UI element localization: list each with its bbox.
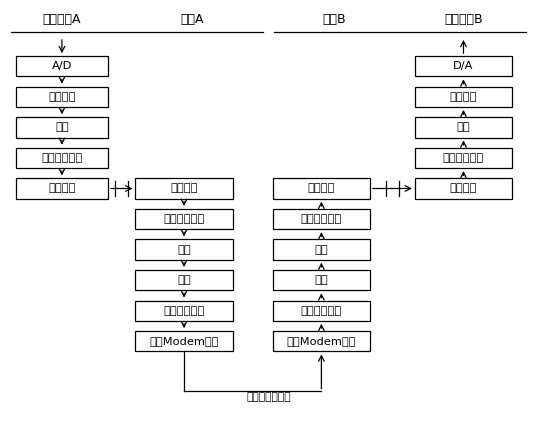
Text: 加密终端B: 加密终端B bbox=[444, 13, 483, 26]
Text: 基站A: 基站A bbox=[180, 13, 204, 26]
Bar bbox=[16, 148, 108, 168]
Bar bbox=[135, 331, 233, 352]
Text: 无线信道编码: 无线信道编码 bbox=[301, 214, 342, 224]
Text: 解密: 解密 bbox=[315, 275, 328, 285]
Text: 加密: 加密 bbox=[55, 123, 69, 132]
Text: 解密: 解密 bbox=[177, 245, 191, 255]
Text: 加密: 加密 bbox=[177, 275, 191, 285]
Text: 语音编码: 语音编码 bbox=[48, 92, 76, 102]
Bar bbox=[415, 178, 512, 199]
Bar bbox=[415, 87, 512, 107]
Bar bbox=[273, 178, 370, 199]
Text: 数字解调: 数字解调 bbox=[170, 184, 198, 194]
Text: 数字调制: 数字调制 bbox=[308, 184, 335, 194]
Text: A/D: A/D bbox=[52, 61, 72, 71]
Text: 加密: 加密 bbox=[315, 245, 328, 255]
Text: D/A: D/A bbox=[453, 61, 474, 71]
Text: 有线信道解码: 有线信道解码 bbox=[301, 306, 342, 316]
Bar bbox=[273, 331, 370, 352]
Text: 解密: 解密 bbox=[456, 123, 470, 132]
Bar bbox=[135, 301, 233, 321]
Bar bbox=[415, 56, 512, 77]
Bar bbox=[415, 148, 512, 168]
Text: 数字调制: 数字调制 bbox=[48, 184, 76, 194]
Text: 有线Modem调制: 有线Modem调制 bbox=[149, 336, 219, 346]
Text: 基站B: 基站B bbox=[323, 13, 346, 26]
Bar bbox=[273, 270, 370, 291]
Bar bbox=[135, 239, 233, 260]
Text: 电缆或光纤链路: 电缆或光纤链路 bbox=[246, 392, 291, 402]
Bar bbox=[16, 56, 108, 77]
Bar bbox=[16, 87, 108, 107]
Text: 有线信道编码: 有线信道编码 bbox=[163, 306, 205, 316]
Bar bbox=[273, 301, 370, 321]
Text: 无线信道编码: 无线信道编码 bbox=[41, 153, 83, 163]
Bar bbox=[135, 178, 233, 199]
Bar bbox=[415, 117, 512, 138]
Bar bbox=[273, 209, 370, 229]
Bar bbox=[273, 239, 370, 260]
Bar bbox=[135, 270, 233, 291]
Bar bbox=[16, 178, 108, 199]
Text: 无线信道解码: 无线信道解码 bbox=[163, 214, 205, 224]
Text: 无线信道解码: 无线信道解码 bbox=[443, 153, 484, 163]
Text: 数字解调: 数字解调 bbox=[449, 184, 477, 194]
Text: 语音解码: 语音解码 bbox=[449, 92, 477, 102]
Text: 有线Modem解调: 有线Modem解调 bbox=[287, 336, 356, 346]
Text: 加密终端A: 加密终端A bbox=[42, 13, 81, 26]
Bar bbox=[16, 117, 108, 138]
Bar bbox=[135, 209, 233, 229]
